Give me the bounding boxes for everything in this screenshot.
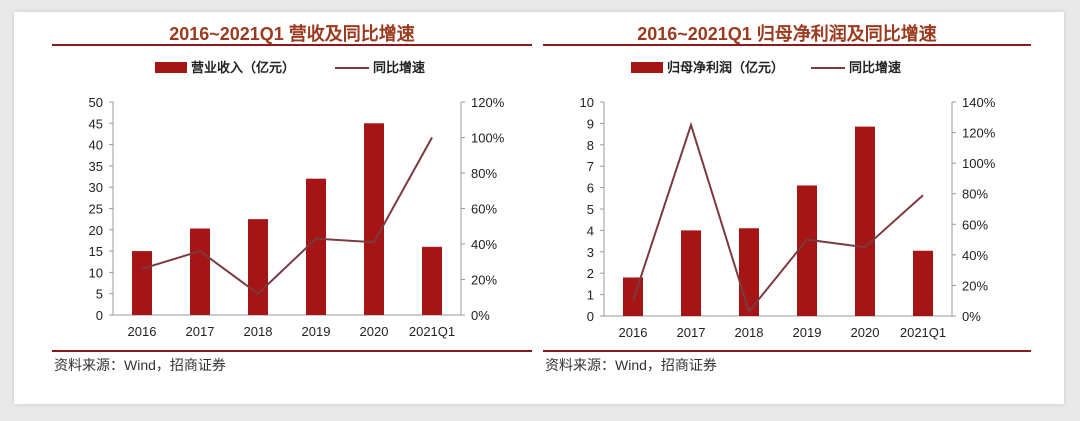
left-tick-label: 5 <box>587 202 594 217</box>
legend-bar-swatch <box>155 62 187 73</box>
right-tick-label: 40% <box>962 248 988 263</box>
x-tick-label: 2018 <box>244 324 273 339</box>
title-rule <box>52 44 532 46</box>
bar <box>797 185 817 316</box>
left-tick-label: 0 <box>587 309 594 324</box>
left-tick-label: 20 <box>89 223 103 238</box>
left-tick-label: 15 <box>89 244 103 259</box>
chart-title: 2016~2021Q1 归母净利润及同比增速 <box>637 24 937 44</box>
right-tick-label: 100% <box>962 156 996 171</box>
left-tick-label: 30 <box>89 180 103 195</box>
x-tick-label: 2016 <box>128 324 157 339</box>
growth-line <box>632 121 924 314</box>
left-tick-label: 2 <box>587 266 594 281</box>
legend-bar-label: 营业收入（亿元） <box>191 60 295 75</box>
source-rule <box>52 350 532 352</box>
bar <box>855 126 875 316</box>
right-tick-label: 80% <box>471 166 497 181</box>
bar <box>190 228 210 315</box>
bar <box>623 277 643 316</box>
legend-bar-swatch <box>631 62 663 73</box>
right-tick-label: 100% <box>471 131 505 146</box>
left-tick-label: 45 <box>89 116 103 131</box>
bar <box>681 230 701 316</box>
x-tick-label: 2020 <box>360 324 389 339</box>
left-tick-label: 3 <box>587 245 594 260</box>
right-tick-label: 20% <box>962 278 988 293</box>
left-tick-label: 35 <box>89 159 103 174</box>
left-tick-label: 5 <box>96 287 103 302</box>
profit-chart-panel: 2016~2021Q1 归母净利润及同比增速 归母净利润（亿元） 同比增速 0 1 2 3… <box>543 12 1031 404</box>
x-tick-label: 2016 <box>619 325 648 340</box>
left-tick-label: 10 <box>89 265 103 280</box>
x-tick-label: 2017 <box>186 324 215 339</box>
right-tick-label: 0% <box>962 309 981 324</box>
right-tick-label: 60% <box>962 217 988 232</box>
source-rule <box>543 350 1031 352</box>
bar <box>248 219 268 315</box>
x-tick-label: 2019 <box>793 325 822 340</box>
legend-line-label: 同比增速 <box>373 60 425 75</box>
right-tick-label: 60% <box>471 202 497 217</box>
right-tick-label: 120% <box>471 95 505 110</box>
right-tick-label: 140% <box>962 95 996 110</box>
left-tick-label: 9 <box>587 116 594 131</box>
right-tick-label: 0% <box>471 308 490 323</box>
x-tick-label: 2017 <box>677 325 706 340</box>
left-tick-label: 6 <box>587 181 594 196</box>
revenue-chart: 营业收入（亿元） 同比增速 0 5 10 15 20 25 30 35 40 45 50 0% 20% 40%… <box>89 60 505 339</box>
source-note: 资料来源：Wind，招商证券 <box>545 357 717 373</box>
right-tick-label: 20% <box>471 273 497 288</box>
left-tick-label: 10 <box>580 95 594 110</box>
right-tick-label: 120% <box>962 126 996 141</box>
x-tick-label: 2021Q1 <box>900 325 946 340</box>
bar <box>132 251 152 315</box>
left-tick-label: 1 <box>587 288 594 303</box>
bar <box>364 123 384 315</box>
x-tick-label: 2020 <box>851 325 880 340</box>
title-rule <box>543 44 1031 46</box>
left-tick-label: 40 <box>89 138 103 153</box>
source-note: 资料来源：Wind，招商证券 <box>54 357 226 373</box>
legend-line-label: 同比增速 <box>849 60 901 75</box>
left-tick-label: 0 <box>96 308 103 323</box>
growth-line <box>141 137 433 296</box>
right-tick-label: 80% <box>962 187 988 202</box>
profit-chart: 归母净利润（亿元） 同比增速0123456789100%20%40%60%80%1… <box>580 60 996 340</box>
left-tick-label: 8 <box>587 138 594 153</box>
x-tick-label: 2018 <box>735 325 764 340</box>
bar <box>422 246 442 315</box>
x-tick-label: 2021Q1 <box>409 324 455 339</box>
right-tick-label: 40% <box>471 237 497 252</box>
bar <box>913 250 933 316</box>
revenue-chart-panel: 2016~2021Q1 营收及同比增速 营业收入（亿元） 同比增速 0 5 10 15 20… <box>52 12 532 404</box>
left-tick-label: 7 <box>587 159 594 174</box>
left-tick-label: 25 <box>89 202 103 217</box>
legend-bar-label: 归母净利润（亿元） <box>667 60 784 75</box>
report-card: 2016~2021Q1 营收及同比增速 营业收入（亿元） 同比增速 0 5 10 15 20… <box>14 12 1064 404</box>
left-tick-label: 4 <box>587 223 594 238</box>
bar <box>306 178 326 315</box>
chart-title: 2016~2021Q1 营收及同比增速 <box>169 24 415 44</box>
left-tick-label: 50 <box>89 95 103 110</box>
x-tick-label: 2019 <box>302 324 331 339</box>
